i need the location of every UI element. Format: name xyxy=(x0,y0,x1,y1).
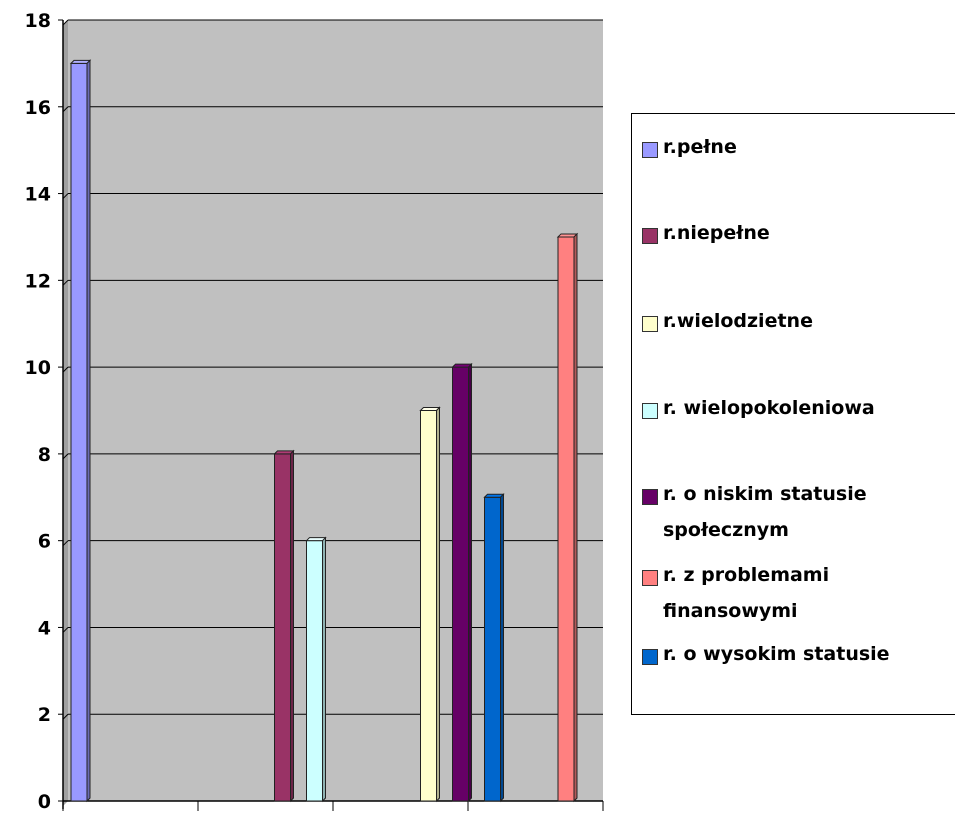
y-tick-label: 8 xyxy=(38,444,51,466)
legend-label: r. wielopokoleniowa xyxy=(663,397,875,419)
legend-swatch xyxy=(642,228,658,244)
bar-side xyxy=(86,59,91,803)
legend-label: r.niepełne xyxy=(663,222,770,244)
legend-item-r-wielodzietne: r.wielodzietne xyxy=(642,310,953,339)
legend-swatch xyxy=(642,489,658,505)
gridline-depth xyxy=(62,366,69,373)
plot-side-wall xyxy=(63,20,68,806)
legend-item-r-problemy-finansowe: r. z problemami finansowymi xyxy=(642,564,953,629)
gridline-depth xyxy=(62,627,69,633)
legend-label: r. o niskim statusie społecznym xyxy=(663,483,867,541)
y-tick-label: 0 xyxy=(38,791,51,813)
y-tick-label: 14 xyxy=(25,184,51,206)
legend-label: r. o wysokim statusie xyxy=(663,643,890,665)
legend-item-r-pelne: r.pełne xyxy=(642,136,953,165)
y-tick-label: 2 xyxy=(38,704,51,726)
gridline-depth xyxy=(62,19,69,26)
bar xyxy=(484,496,501,802)
legend-label: r.wielodzietne xyxy=(663,310,813,332)
legend-swatch xyxy=(642,316,658,332)
bar xyxy=(557,236,575,802)
legend-item-r-niski-status: r. o niskim statusie społecznym xyxy=(642,483,953,548)
gridline-depth xyxy=(62,193,69,199)
y-tick-label: 12 xyxy=(25,270,51,292)
y-tick-label: 6 xyxy=(38,531,51,553)
bar xyxy=(452,366,469,802)
gridline-depth xyxy=(62,279,69,286)
legend-swatch xyxy=(642,142,658,158)
legend-label: r. z problemami finansowymi xyxy=(663,564,830,622)
legend-item-r-wysoki-status: r. o wysokim statusie xyxy=(642,643,953,672)
y-tick-label: 10 xyxy=(25,357,51,379)
plot-area xyxy=(68,20,603,801)
legend-swatch xyxy=(642,570,658,586)
bar-side xyxy=(322,536,326,803)
legend-item-r-niepelne: r.niepełne xyxy=(642,222,953,251)
bar-side xyxy=(468,362,472,803)
legend-label: r.pełne xyxy=(663,136,737,158)
gridline-depth xyxy=(62,453,69,460)
bar xyxy=(274,453,291,802)
bar xyxy=(306,540,323,802)
legend-swatch xyxy=(642,403,658,419)
y-tick-label: 4 xyxy=(38,617,51,639)
bar-side xyxy=(573,232,578,803)
legend-item-r-wielopokoleniowa: r. wielopokoleniowa xyxy=(642,397,953,426)
bar xyxy=(420,410,437,802)
y-tick-label: 18 xyxy=(25,10,51,32)
chart-legend: r.pełne r.niepełne r.wielodzietne r. wie… xyxy=(631,113,955,715)
gridline-depth xyxy=(62,713,69,720)
bar-side xyxy=(500,493,504,803)
bar xyxy=(70,62,88,802)
gridline-depth xyxy=(62,106,69,113)
bar-side xyxy=(436,406,440,803)
legend-swatch xyxy=(642,649,658,665)
y-tick-label: 16 xyxy=(25,97,51,119)
bar-side xyxy=(290,449,294,803)
gridline-depth xyxy=(62,540,69,547)
